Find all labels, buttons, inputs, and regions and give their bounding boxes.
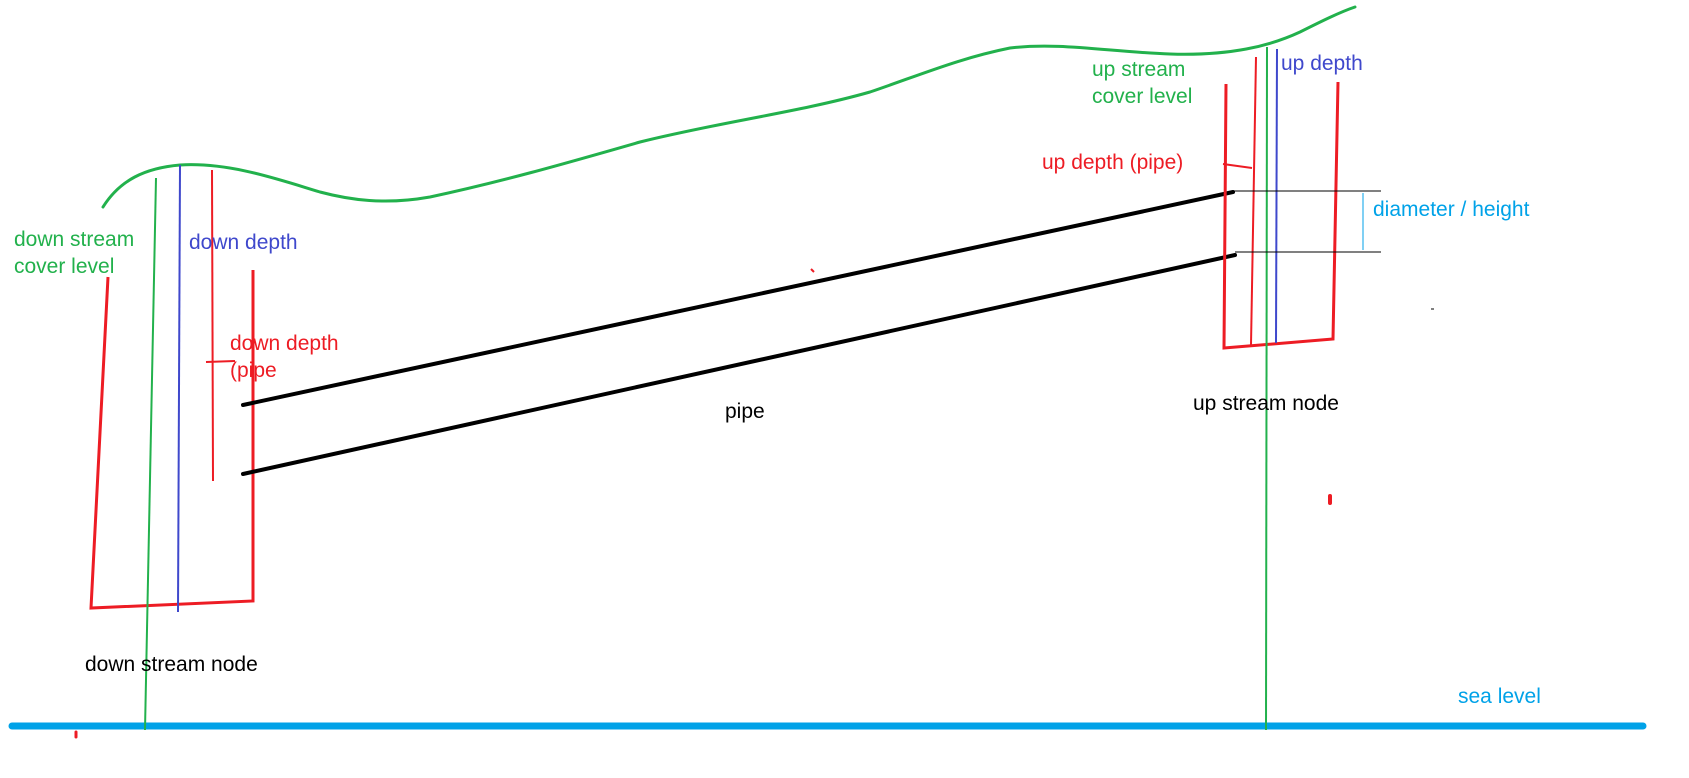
ground-surface-line: [101, 5, 1357, 209]
up-stream-node-label: up stream node: [1193, 392, 1339, 415]
up-stream-cover-level-label: up stream cover level: [1092, 56, 1192, 110]
downstream-cover-level-line: [144, 177, 157, 731]
down-depth-pipe-label-line1: down depth: [230, 332, 339, 355]
down-stream-cover-level-label-line1: down stream: [14, 228, 135, 251]
downstream-depth-line: [177, 164, 181, 613]
down-depth-label: down depth: [189, 231, 298, 254]
up-stream-cover-level-label-line2: cover level: [1092, 85, 1193, 108]
upstream-cover-level-line: [1265, 46, 1268, 731]
upstream-pipe-depth-tick: [1222, 163, 1253, 169]
sea-level-label: sea level: [1458, 685, 1541, 708]
downstream-manhole-outline: [89, 270, 255, 610]
pipe-invert-line: [241, 253, 1237, 476]
down-depth-pipe-label-line2: (pipe: [230, 359, 277, 382]
up-depth-pipe-label: up depth (pipe): [1042, 151, 1184, 174]
upstream-manhole-outline: [1222, 81, 1340, 350]
up-stream-cover-level-label-line1: up stream: [1092, 58, 1186, 81]
upstream-pipe-depth-line: [1250, 56, 1257, 346]
downstream-pipe-depth-line: [211, 169, 214, 482]
downstream-pipe-depth-tick: [205, 360, 236, 363]
up-depth-label: up depth: [1281, 52, 1363, 75]
diameter-height-label: diameter / height: [1373, 198, 1530, 221]
upstream-depth-line: [1275, 48, 1278, 344]
pipe-label: pipe: [725, 400, 765, 423]
stray-mark-pipe-area: [810, 268, 815, 273]
down-stream-cover-level-label-line2: cover level: [14, 255, 115, 278]
down-stream-node-label: down stream node: [85, 653, 258, 676]
pipe-crown-line: [241, 190, 1235, 407]
down-stream-cover-level-label: down stream cover level: [14, 226, 134, 280]
down-depth-pipe-label: down depth (pipe: [230, 330, 339, 384]
